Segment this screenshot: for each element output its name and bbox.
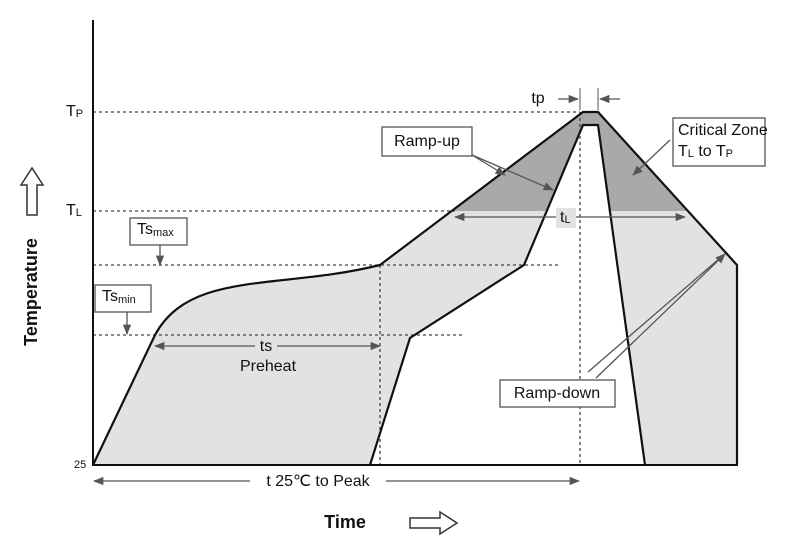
tl-span-label: tL xyxy=(560,209,571,226)
up-arrow xyxy=(19,166,45,216)
ramp-up-arrow xyxy=(471,154,506,176)
profile-inner xyxy=(368,123,647,466)
tl-label: TL xyxy=(66,202,82,219)
critical-label: Critical Zone xyxy=(678,122,768,139)
t: Ts xyxy=(102,288,118,305)
ts-span-bg xyxy=(255,337,277,355)
tp-width-label: tp xyxy=(531,90,544,107)
t: t xyxy=(560,209,565,226)
ts-span-label: ts xyxy=(260,338,272,355)
origin-label: 25 xyxy=(74,459,86,471)
preheat-label: Preheat xyxy=(240,358,297,375)
ramp-down-label: Ramp-down xyxy=(514,385,600,402)
tl-span-bg xyxy=(556,208,576,228)
sub: min xyxy=(118,294,136,306)
sub: P xyxy=(726,148,733,160)
sub: max xyxy=(153,227,174,239)
x-axis-label: Time xyxy=(324,512,366,532)
sub: P xyxy=(76,108,83,120)
critical-arrow xyxy=(632,139,671,176)
t: T xyxy=(716,143,726,160)
ramp-down-arrow xyxy=(595,253,726,379)
sub: L xyxy=(76,207,82,219)
total-span-bg xyxy=(250,471,386,491)
t: T xyxy=(66,103,76,120)
tsmax-label: Tsmax xyxy=(137,221,174,239)
total-label: t 25℃ to Peak xyxy=(266,473,370,490)
t: T xyxy=(66,202,76,219)
ramp-up-arrow xyxy=(471,154,554,191)
profile-outer xyxy=(92,110,739,466)
right-arrow xyxy=(409,510,459,536)
ramp-up-box xyxy=(381,126,473,157)
ramp-up-label: Ramp-up xyxy=(394,133,460,150)
sub: L xyxy=(564,214,570,226)
critical-box xyxy=(672,117,766,167)
tsmin-box xyxy=(94,284,152,313)
tsmin-label: Tsmin xyxy=(102,288,136,306)
y-axis-label: Temperature xyxy=(21,238,41,346)
ramp-down-arrow xyxy=(587,257,721,373)
sub: L xyxy=(688,148,694,160)
to: to xyxy=(694,143,716,160)
t: T xyxy=(678,143,688,160)
tp-label: TP xyxy=(66,103,83,120)
tsmax-box xyxy=(129,217,188,246)
ramp-down-box xyxy=(499,379,616,408)
critical-range: TL to TP xyxy=(678,143,733,160)
t: Ts xyxy=(137,221,153,238)
